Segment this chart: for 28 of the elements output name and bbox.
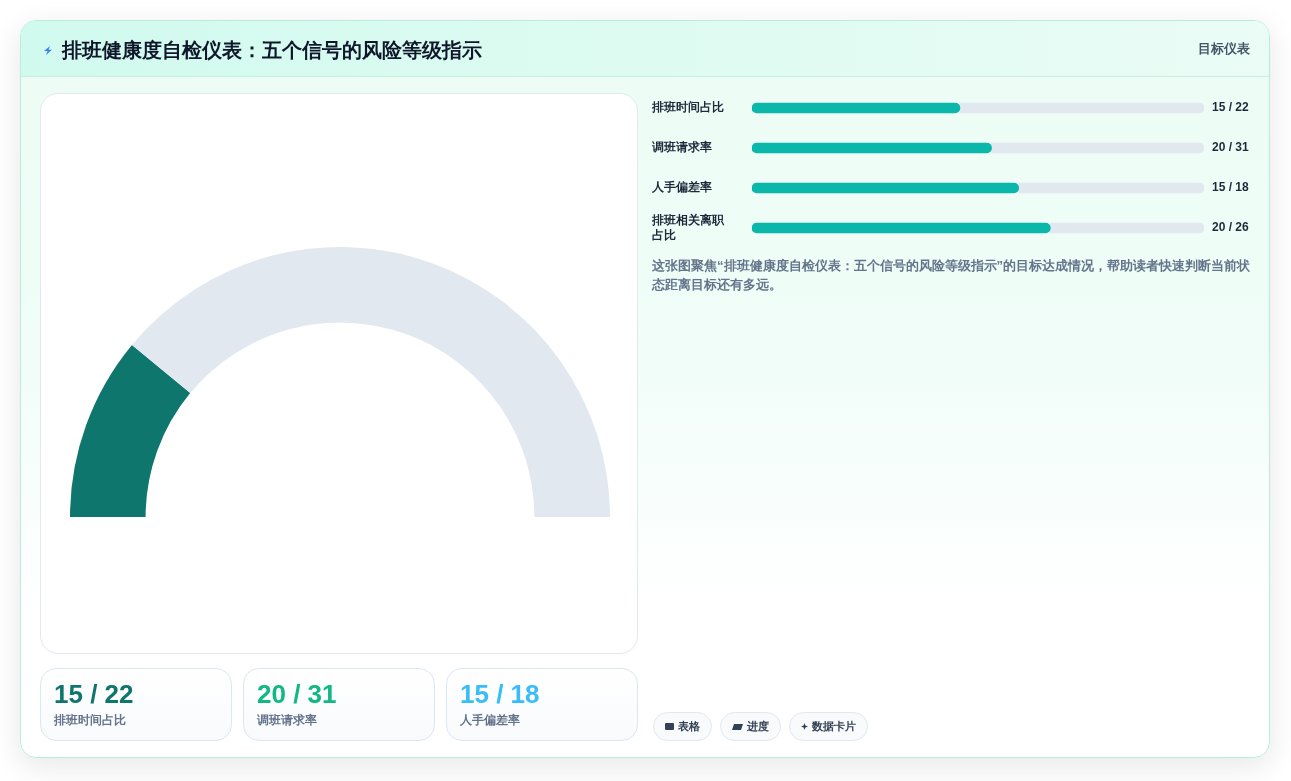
y-tick-label: 调班请求率 <box>651 140 712 155</box>
bar <box>959 102 1204 114</box>
bar <box>752 102 961 114</box>
category-label: 人手偏差率 <box>460 713 520 727</box>
card: 15 / 22 排班时间占比 <box>40 668 232 741</box>
card: 20 / 31 调班请求率 <box>243 668 435 741</box>
text: 20 / 26 <box>1212 220 1250 235</box>
category-label: 排班时间占比 <box>54 713 126 727</box>
y-tick-label: 排班时间占比 <box>651 100 724 115</box>
bar <box>752 142 992 154</box>
chart-title: 排班健康度自检仪表：五个信号的风险等级指示 <box>62 39 482 61</box>
bar <box>752 222 1051 234</box>
card: 15 / 18 人手偏差率 <box>446 668 638 741</box>
category-label: 调班请求率 <box>257 713 317 727</box>
text: 进度 <box>747 719 769 734</box>
text: 20 / 31 <box>1212 140 1250 155</box>
y-tick-label: 排班相关离职占比 <box>651 213 725 242</box>
text: 这张图聚焦“排班健康度自检仪表：五个信号的风险等级指示”的目标达成情况，帮助读者快速判断当前状态距离目标还有多远。 <box>652 258 1250 292</box>
y-tick-label: 人手偏差率 <box>651 180 712 195</box>
bar <box>752 182 1020 194</box>
text: 表格 <box>678 719 700 734</box>
bar <box>991 142 1204 154</box>
text: 数据卡片 <box>812 719 856 734</box>
text: 15 / 22 <box>1212 100 1250 115</box>
bar <box>1049 222 1204 234</box>
text: 15 / 18 <box>1212 180 1250 195</box>
text: 目标仪表 <box>1198 41 1250 56</box>
bar <box>1018 182 1204 194</box>
